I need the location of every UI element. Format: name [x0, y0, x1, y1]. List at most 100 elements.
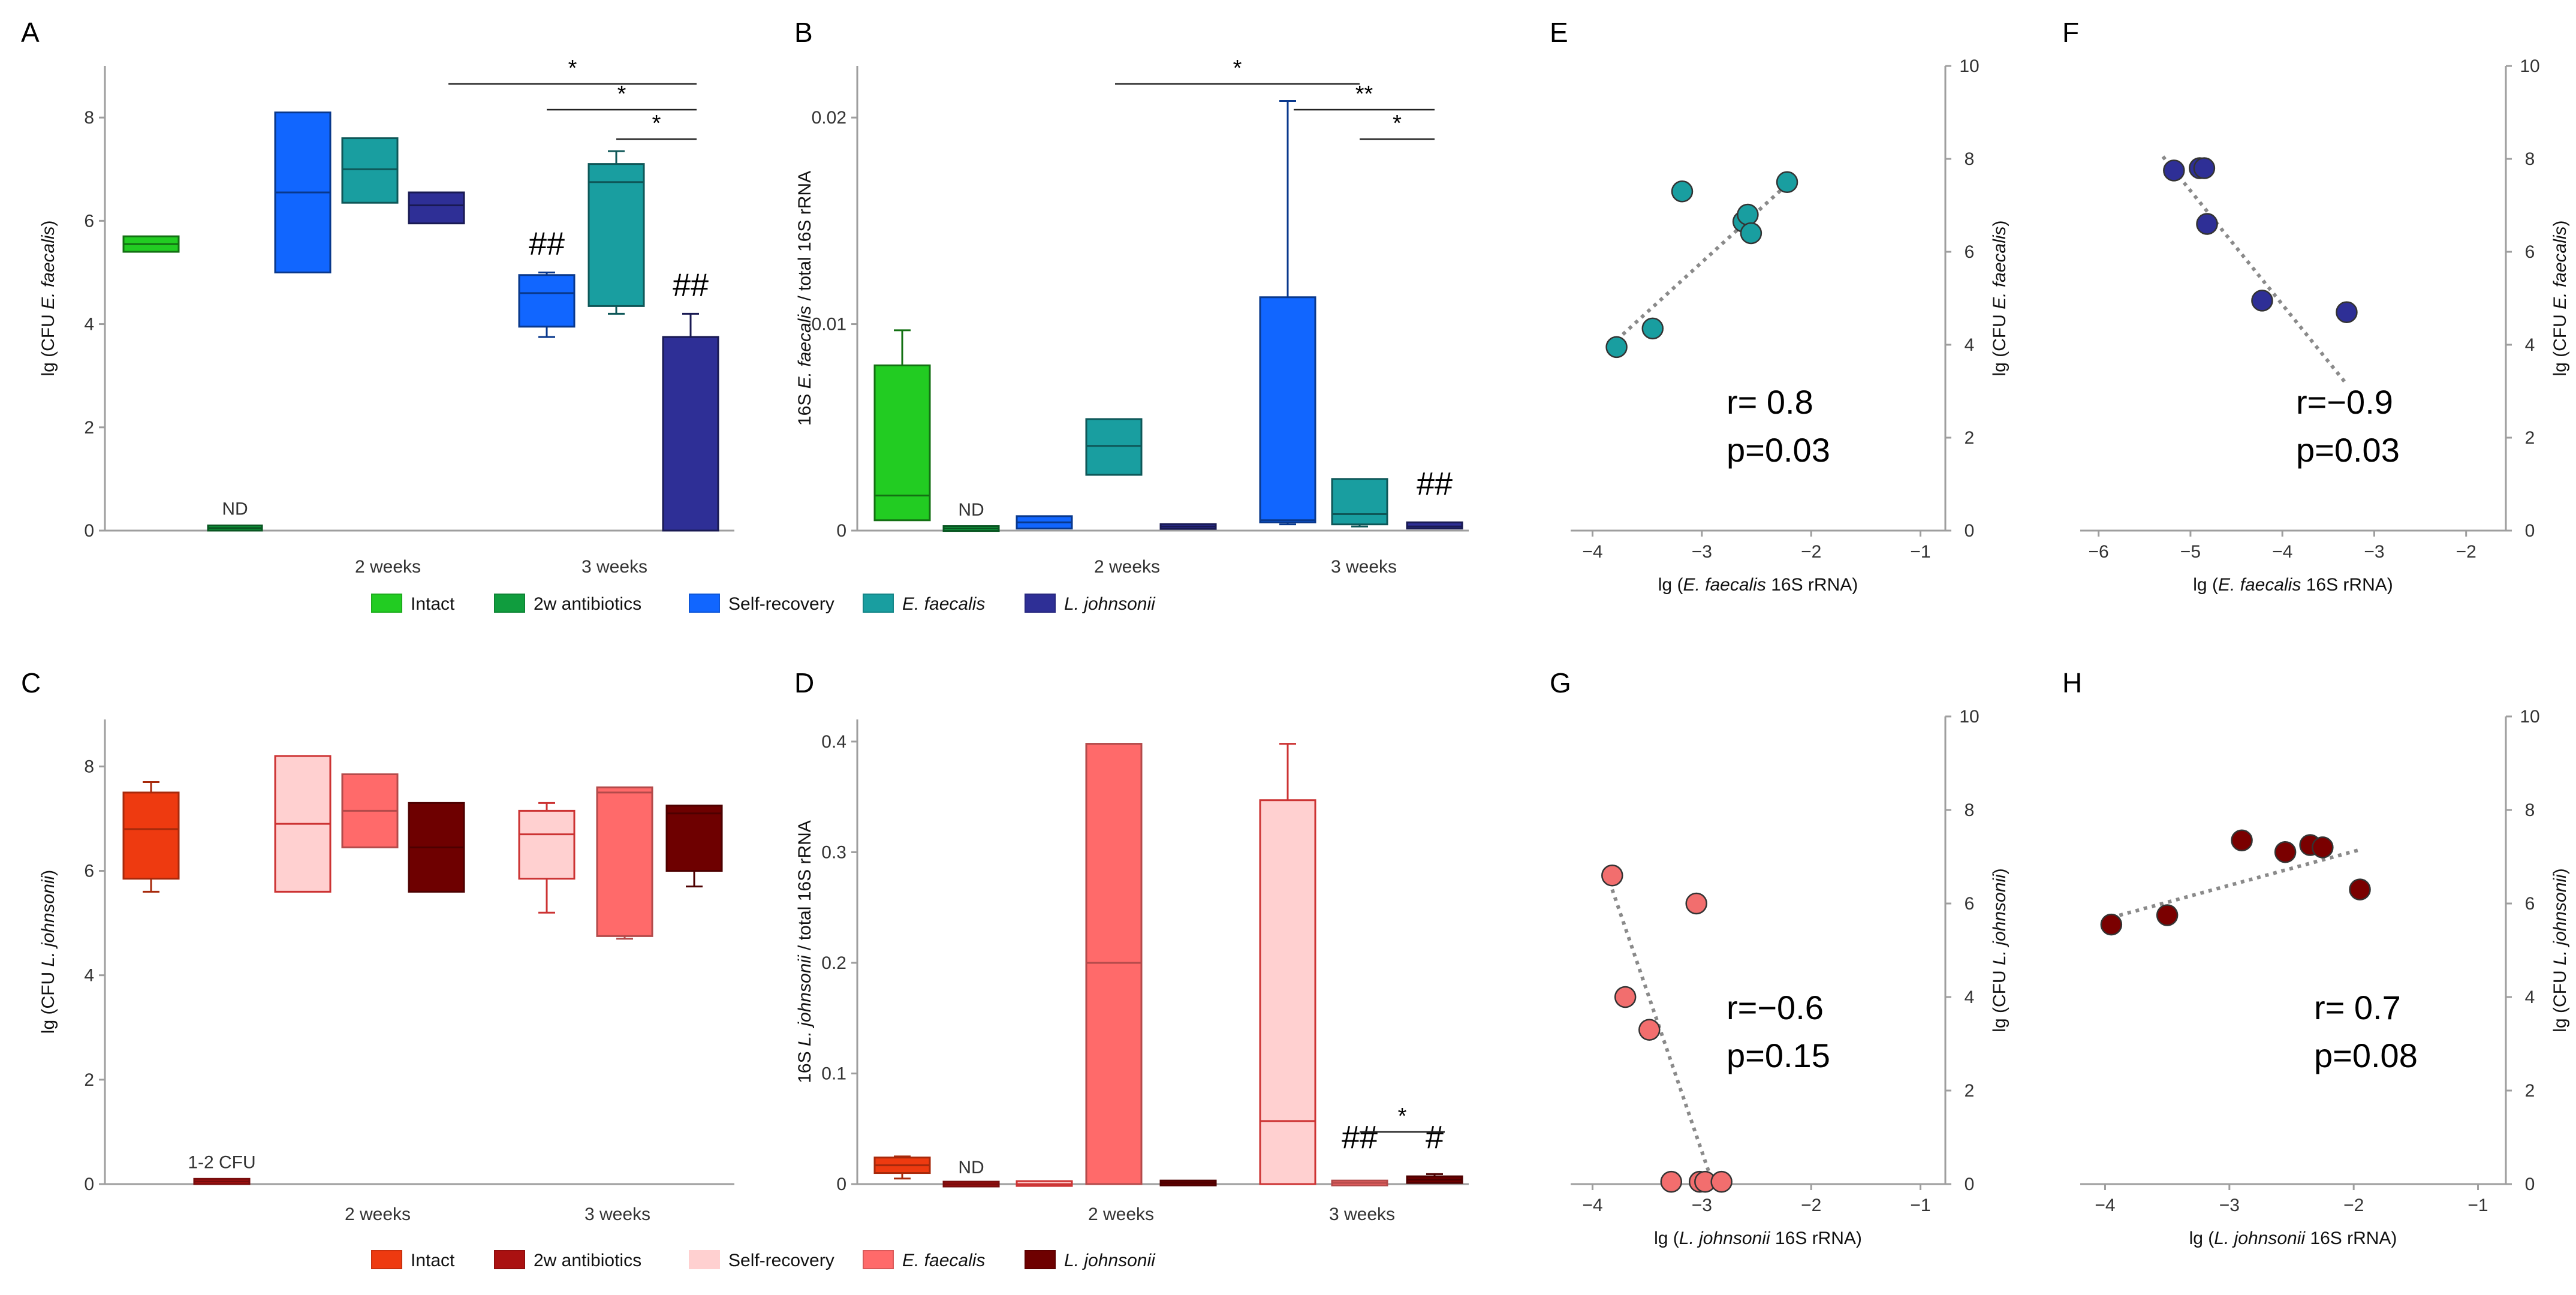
box-body: [408, 191, 465, 225]
box-0: [122, 235, 180, 253]
panel-D: D 0 0.1 0.2 0.3 0.4 16S L. johnsonii / total 1…: [794, 667, 1469, 1224]
y-axis-label: lg (CFU E. faecalis): [38, 220, 58, 376]
data-point: [1605, 336, 1628, 359]
y-tick-label: 0: [2525, 1174, 2535, 1194]
stat-label: r= 0.8: [1727, 383, 1813, 421]
x-tick-label: −4: [1582, 542, 1602, 562]
box-annotation: ND: [958, 500, 984, 520]
y-axis-label: lg (CFU L. johnsonii): [38, 870, 58, 1034]
x-axis-label: lg (L. johnsonii 16S rRNA): [1654, 1228, 1862, 1248]
box-annotation: #: [1426, 1119, 1444, 1155]
box-body: [1331, 478, 1388, 526]
y-tick-label: 8: [84, 757, 94, 776]
x-tick-label: −1: [2467, 1195, 2488, 1215]
y-tick-label: 4: [2525, 987, 2535, 1007]
y-tick-label: 4: [84, 966, 94, 986]
y-tick-label: 8: [1965, 800, 1975, 820]
y-tick-label: 0: [1965, 521, 1975, 541]
data-point: [2163, 159, 2185, 182]
stat-label: p=0.15: [1727, 1037, 1830, 1074]
label-part: 16S: [795, 389, 815, 426]
box-2: [1016, 1180, 1073, 1187]
data-point: [2100, 913, 2123, 936]
data-point: [2196, 213, 2218, 235]
stat-label: r=−0.6: [1727, 989, 1824, 1026]
x-tick-label: −4: [2095, 1195, 2115, 1215]
box-4: [408, 802, 465, 893]
trend-line: [1610, 889, 1713, 1178]
legend-label: Intact: [411, 1251, 455, 1270]
y-tick-label: 0: [836, 521, 846, 541]
x-axis-label: lg (L. johnsonii 16S rRNA): [2189, 1228, 2397, 1248]
significance-mark: *: [652, 111, 661, 136]
box-annotation: ND: [222, 499, 248, 519]
x-tick-label: −3: [2219, 1195, 2240, 1215]
y-tick-label: 4: [2525, 335, 2535, 355]
panel-letter: G: [1550, 667, 1571, 698]
label-part: 16S rRNA): [2305, 1228, 2397, 1248]
data-point: [2312, 836, 2334, 859]
x-tick-label: −1: [1910, 542, 1930, 562]
box-1: 1-2 CFU: [188, 1152, 256, 1185]
box-5: ##: [518, 225, 576, 338]
panel-A: A 0 2 4 6 8 lg (CFU E. faecalis) 2 weeks 3 weeks…: [21, 17, 734, 577]
y-tick-label: 0.2: [821, 953, 846, 973]
legend-top: Intact 2w antibiotics Self-recovery E. faec…: [371, 594, 1156, 614]
panel-letter: H: [2062, 667, 2082, 698]
label-part: lg (CFU: [1990, 965, 2009, 1032]
y-tick-label: 4: [1965, 335, 1975, 355]
label-part: lg (CFU: [2550, 309, 2570, 377]
y-tick-label: 6: [84, 862, 94, 881]
y-axis-label: lg (CFU L. johnsonii): [1990, 868, 2009, 1032]
x-tick-label: −3: [1692, 542, 1712, 562]
box-3: [341, 773, 399, 848]
y-axis-label: 16S L. johnsonii / total 16S rRNA: [795, 820, 815, 1083]
box-body: [1406, 521, 1463, 530]
x-tick-label: −1: [1910, 1195, 1930, 1215]
x-tick-label: −2: [2456, 542, 2476, 562]
legend-swatch: [1025, 1250, 1056, 1269]
box-body: [518, 274, 576, 328]
data-point: [1685, 892, 1707, 915]
stat-label: p=0.08: [2314, 1037, 2418, 1074]
x-tick-label: −2: [1801, 542, 1821, 562]
box-annotation: ##: [1342, 1119, 1378, 1155]
stat-label: p=0.03: [1727, 431, 1830, 469]
significance-mark: *: [1233, 56, 1242, 81]
significance-mark: *: [568, 56, 577, 81]
legend-label: Self-recovery: [728, 1251, 834, 1270]
box-body: [518, 809, 576, 880]
y-tick-label: 0: [84, 521, 94, 541]
x-tick-label: −4: [1582, 1195, 1602, 1215]
y-tick-label: 0: [84, 1174, 94, 1194]
box-2: [1016, 515, 1073, 530]
legend-label: 2w antibiotics: [534, 594, 641, 614]
x-tick-label: −3: [1692, 1195, 1712, 1215]
legend-swatch: [494, 594, 525, 613]
y-tick-label: 0.3: [821, 842, 846, 862]
x-axis-label: lg (E. faecalis 16S rRNA): [1658, 575, 1858, 595]
legend-swatch: [689, 1250, 720, 1269]
box-body: [1085, 743, 1143, 1185]
stat-label: p=0.03: [2296, 431, 2400, 469]
label-part: 16S rRNA): [1766, 575, 1858, 595]
box-0: [122, 781, 180, 893]
y-axis-label: lg (CFU E. faecalis): [2550, 220, 2570, 376]
y-tick-label: 4: [84, 315, 94, 335]
box-annotation: ##: [1417, 466, 1453, 502]
data-point: [2336, 301, 2358, 323]
significance-mark: *: [617, 82, 626, 107]
legend-label: E. faecalis: [902, 594, 985, 614]
legend-swatch: [371, 594, 402, 613]
box-6: ##: [1331, 1119, 1388, 1186]
box-5: [518, 802, 576, 914]
label-part: lg (: [1654, 1228, 1679, 1248]
box-annotation: 1-2 CFU: [188, 1152, 255, 1172]
y-tick-label: 10: [1959, 56, 1979, 76]
y-tick-label: 4: [1965, 987, 1975, 1007]
data-point: [1660, 1170, 1683, 1193]
x-axis-label: lg (E. faecalis 16S rRNA): [2193, 575, 2393, 595]
